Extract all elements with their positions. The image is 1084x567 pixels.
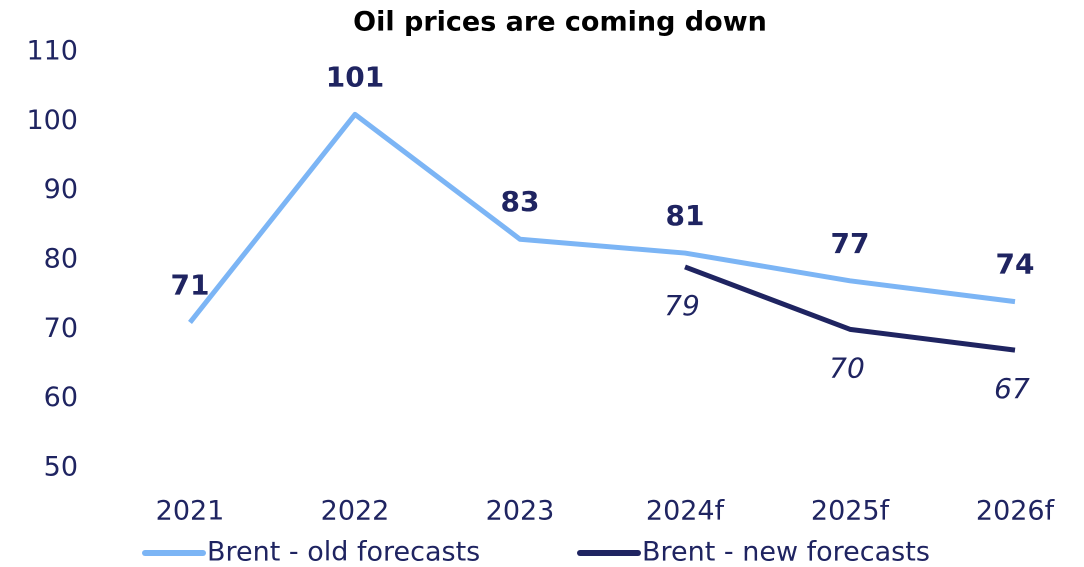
line-series	[684, 264, 1016, 353]
data-label: 83	[501, 185, 540, 218]
chart-title: Oil prices are coming down	[353, 7, 767, 38]
y-tick-label: 80	[44, 244, 78, 275]
data-label: 74	[996, 248, 1035, 281]
data-label: 79	[664, 289, 700, 322]
x-tick-label: 2024f	[646, 496, 726, 527]
data-label: 67	[994, 372, 1030, 405]
y-tick-label: 50	[44, 452, 78, 483]
data-label: 71	[171, 268, 210, 301]
y-tick-label: 70	[44, 313, 78, 344]
y-tick-label: 100	[26, 105, 78, 136]
legend-label: Brent - new forecasts	[642, 537, 930, 567]
data-label: 70	[829, 351, 865, 384]
legend-label: Brent - old forecasts	[207, 537, 480, 567]
x-tick-label: 2026f	[976, 496, 1056, 527]
data-label: 81	[666, 199, 705, 232]
y-tick-label: 90	[44, 174, 78, 205]
line-series	[188, 111, 1016, 324]
x-tick-label: 2023	[486, 496, 555, 527]
data-label: 77	[831, 227, 870, 260]
x-tick-label: 2022	[321, 496, 390, 527]
y-tick-label: 110	[26, 36, 78, 67]
x-tick-label: 2025f	[811, 496, 891, 527]
data-label: 101	[326, 60, 384, 93]
y-tick-label: 60	[44, 382, 78, 413]
x-tick-label: 2021	[156, 496, 225, 527]
